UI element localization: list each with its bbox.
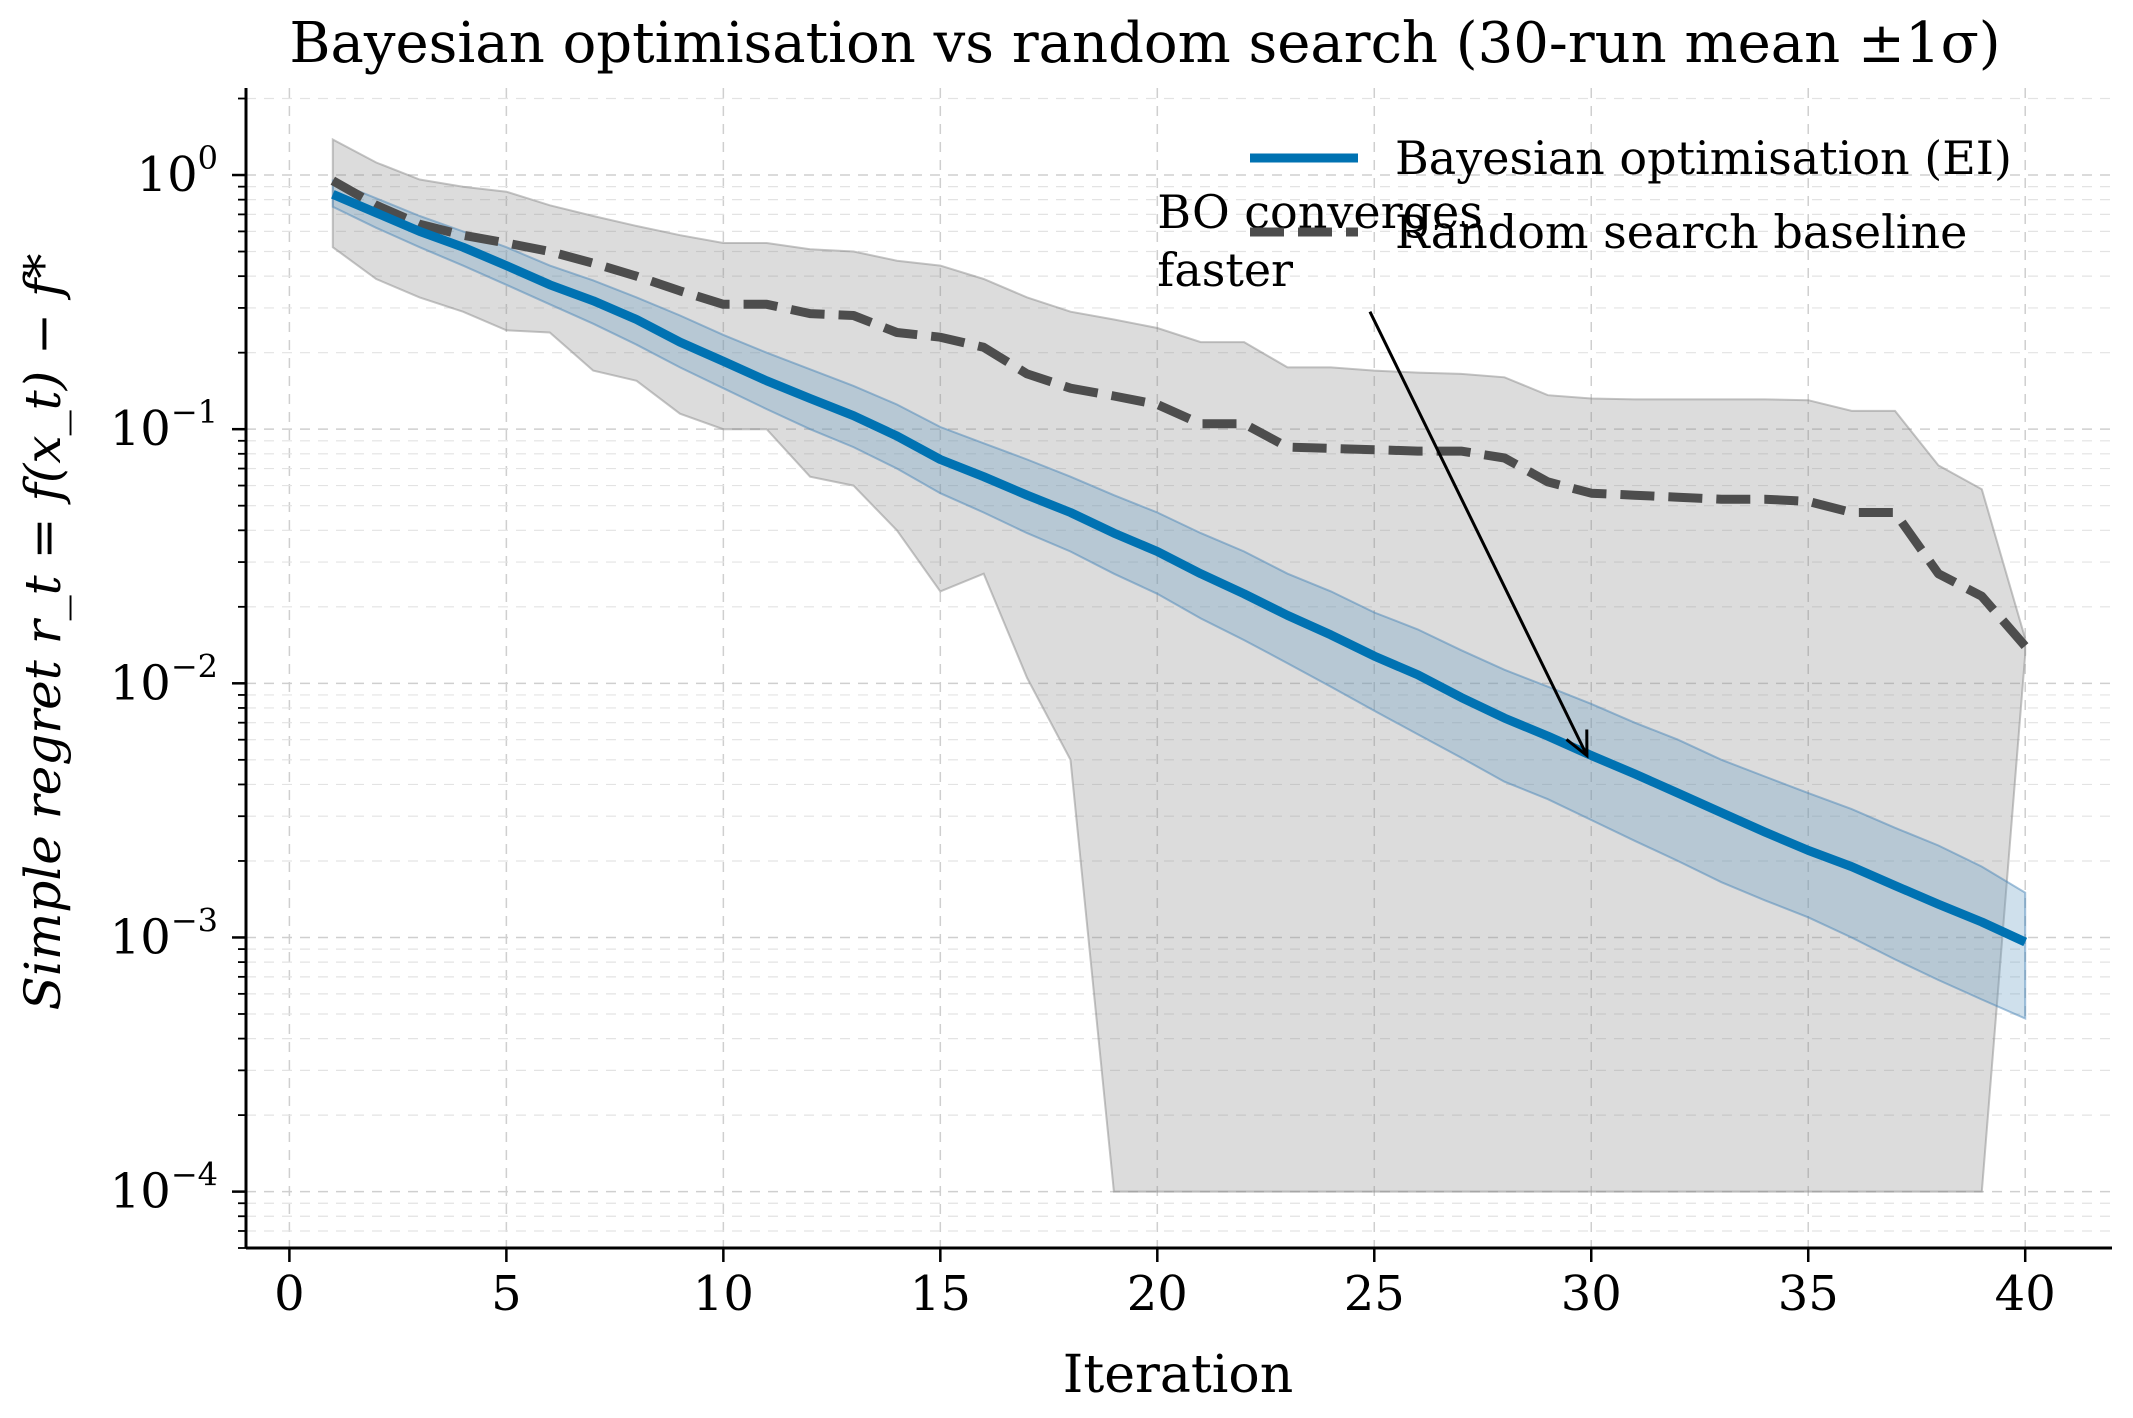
legend-label-bo: Bayesian optimisation (EI) <box>1395 131 2012 185</box>
annotation-arrow <box>1368 310 1589 757</box>
y-tick-exponent: −2 <box>171 647 218 685</box>
chart-title: Bayesian optimisation vs random search (… <box>289 11 2000 76</box>
y-tick-exponent: 0 <box>198 139 218 177</box>
y-tick-base: 10 <box>110 401 171 457</box>
x-tick-label: 0 <box>274 1266 305 1322</box>
y-tick-label: 10−1 <box>110 393 218 457</box>
x-tick-label: 35 <box>1778 1266 1839 1322</box>
random-band <box>331 137 2027 1193</box>
uncertainty-bands <box>331 137 2027 1193</box>
x-tick-label: 15 <box>910 1266 971 1322</box>
y-tick-label: 10−3 <box>110 901 218 965</box>
y-tick-exponent: −3 <box>171 901 218 939</box>
y-tick-label: 10−2 <box>110 647 218 711</box>
y-tick-base: 10 <box>110 909 171 965</box>
series-lines <box>330 176 2029 947</box>
annotation-text: faster <box>1157 243 1293 297</box>
axes <box>232 88 2112 1262</box>
bo-band <box>331 179 2027 1021</box>
y-tick-base: 10 <box>137 147 198 203</box>
y-tick-label: 100 <box>137 139 218 203</box>
x-tick-label: 20 <box>1127 1266 1188 1322</box>
y-tick-base: 10 <box>110 655 171 711</box>
x-tick-label: 10 <box>693 1266 754 1322</box>
gridlines <box>246 88 2112 1249</box>
x-tick-label: 5 <box>491 1266 522 1322</box>
y-axis-label: Simple regret r_t = f(x_t) − f* <box>14 254 72 1011</box>
x-axis-label: Iteration <box>1063 1345 1293 1405</box>
bo-line <box>331 190 2028 947</box>
y-tick-base: 10 <box>110 1164 171 1220</box>
x-tick-label: 25 <box>1344 1266 1405 1322</box>
random-line <box>330 176 2029 650</box>
legend-label-random: Random search baseline <box>1395 205 1967 259</box>
x-tick-label: 40 <box>1995 1266 2056 1322</box>
annotation-arrowhead <box>1565 729 1589 759</box>
y-tick-exponent: −1 <box>171 393 218 431</box>
x-tick-label: 30 <box>1561 1266 1622 1322</box>
y-tick-exponent: −4 <box>171 1156 218 1194</box>
legend: Bayesian optimisation (EI) Random search … <box>1250 131 2012 259</box>
y-tick-label: 10−4 <box>110 1156 218 1220</box>
